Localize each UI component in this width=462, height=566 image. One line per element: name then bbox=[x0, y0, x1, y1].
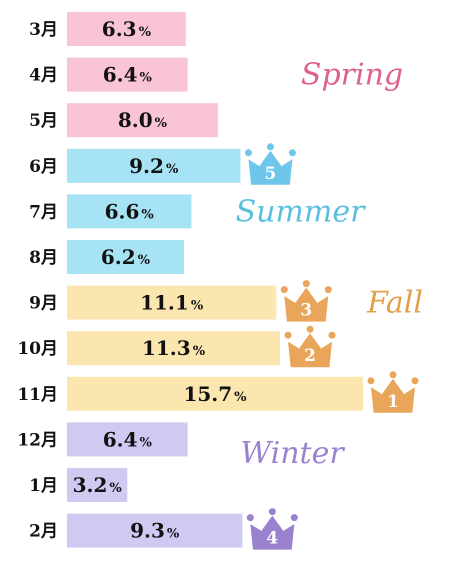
month-label: 12月 bbox=[17, 430, 58, 450]
month-label: 3月 bbox=[29, 20, 58, 40]
value-label: 9.3% bbox=[130, 519, 180, 543]
crown-tip bbox=[266, 143, 274, 151]
value-label: 3.2% bbox=[73, 473, 123, 497]
bar bbox=[67, 331, 281, 366]
rank-number: 3 bbox=[300, 301, 312, 321]
rank-number: 2 bbox=[304, 346, 316, 366]
month-label: 7月 bbox=[29, 202, 58, 222]
value-label: 6.6% bbox=[105, 199, 155, 223]
crown-tip bbox=[246, 514, 254, 522]
crown-tip bbox=[324, 286, 332, 294]
crown-icon bbox=[250, 515, 295, 550]
bar bbox=[67, 285, 277, 320]
crown-tip bbox=[302, 280, 310, 288]
crown-tip bbox=[284, 331, 292, 339]
crown-tip bbox=[268, 508, 276, 516]
value-label: 6.4% bbox=[103, 63, 153, 87]
bar bbox=[67, 240, 184, 274]
bar bbox=[67, 513, 243, 548]
rank-number: 5 bbox=[265, 164, 277, 184]
crown-icon bbox=[248, 150, 293, 185]
month-label: 4月 bbox=[29, 66, 58, 86]
bar bbox=[67, 12, 186, 46]
value-label: 6.3% bbox=[102, 17, 152, 41]
bar bbox=[67, 57, 188, 92]
bar bbox=[67, 103, 218, 138]
rank-number: 4 bbox=[266, 529, 278, 549]
crown-icon bbox=[288, 333, 333, 368]
crown-tip bbox=[244, 149, 252, 157]
month-label: 1月 bbox=[29, 476, 58, 496]
month-label: 2月 bbox=[29, 522, 58, 542]
bar bbox=[67, 148, 241, 183]
value-label: 8.0% bbox=[118, 108, 168, 132]
crown-tip bbox=[288, 149, 296, 157]
crown-tip bbox=[411, 377, 419, 385]
bar bbox=[67, 422, 188, 457]
value-label: 6.4% bbox=[103, 427, 153, 451]
value-label: 11.1% bbox=[140, 291, 204, 315]
bar bbox=[67, 376, 363, 411]
crown-tip bbox=[389, 371, 397, 379]
season-label-summer: Summer bbox=[236, 194, 367, 229]
season-label-fall: Fall bbox=[366, 286, 423, 321]
crown-icon bbox=[284, 287, 329, 322]
month-label: 8月 bbox=[29, 248, 58, 268]
month-label: 9月 bbox=[29, 294, 58, 314]
crown-tip bbox=[280, 286, 288, 294]
bar bbox=[67, 468, 128, 502]
rank-number: 1 bbox=[387, 392, 399, 412]
month-label: 11月 bbox=[17, 385, 58, 405]
crown-tip bbox=[367, 377, 375, 385]
month-label: 5月 bbox=[29, 111, 58, 131]
value-label: 9.2% bbox=[129, 154, 179, 178]
crown-tip bbox=[290, 514, 298, 522]
crown-icon bbox=[371, 378, 415, 413]
month-label: 6月 bbox=[29, 157, 58, 177]
value-label: 6.2% bbox=[101, 245, 151, 269]
season-label-winter: Winter bbox=[240, 436, 345, 471]
bar bbox=[67, 194, 192, 229]
crown-tip bbox=[328, 331, 336, 339]
month-label: 10月 bbox=[17, 339, 58, 359]
value-label: 15.7% bbox=[183, 382, 247, 406]
crown-tip bbox=[306, 325, 314, 333]
value-label: 11.3% bbox=[142, 336, 206, 360]
season-label-spring: Spring bbox=[301, 58, 403, 93]
